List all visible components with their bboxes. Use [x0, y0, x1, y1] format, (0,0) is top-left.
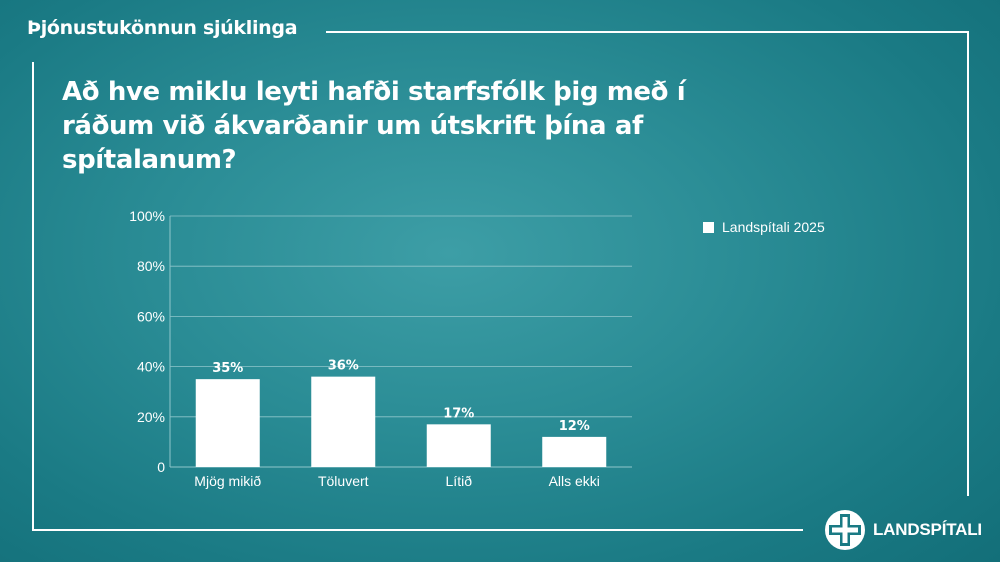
y-tick-label: 20%: [137, 409, 165, 425]
legend-swatch: [703, 221, 714, 233]
header-title: Þjónustukönnun sjúklinga: [27, 17, 298, 39]
bar: [542, 436, 607, 467]
bar: [311, 376, 376, 467]
y-tick-label: 0: [157, 459, 165, 475]
bar: [195, 379, 260, 467]
frame-top-line: [326, 31, 968, 33]
x-tick-label: Alls ekki: [549, 473, 600, 489]
cross-logo-icon: [825, 510, 865, 550]
bar: [426, 424, 491, 467]
x-tick-label: Mjög mikið: [194, 473, 261, 489]
y-tick-label: 40%: [137, 359, 165, 375]
frame-right-line: [967, 31, 969, 496]
y-tick-label: 80%: [137, 258, 165, 274]
x-tick-label: Töluvert: [318, 473, 369, 489]
data-label: 35%: [212, 361, 243, 376]
landspitali-logo: LANDSPÍTALI: [823, 508, 982, 552]
legend-label: Landspítali 2025: [722, 219, 825, 235]
data-label: 36%: [328, 359, 359, 374]
y-tick-label: 100%: [129, 208, 165, 224]
data-label: 12%: [559, 419, 590, 434]
logo-text: LANDSPÍTALI: [873, 520, 982, 539]
x-tick-label: Lítið: [446, 473, 473, 489]
question-title: Að hve miklu leyti hafði starfsfólk þig …: [62, 77, 686, 175]
frame-bottom-line: [32, 529, 803, 531]
frame-left-line: [32, 62, 34, 530]
legend: Landspítali 2025: [703, 219, 825, 235]
y-tick-label: 60%: [137, 308, 165, 324]
data-label: 17%: [443, 406, 474, 421]
